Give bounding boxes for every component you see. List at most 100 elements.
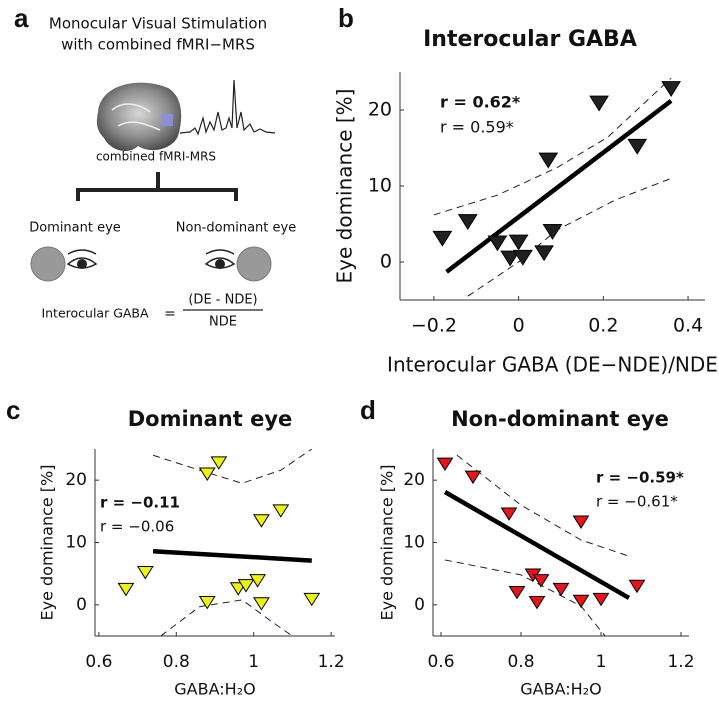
bracket — [76, 172, 238, 201]
regression-line — [445, 99, 673, 274]
x-tick-label: 0.4 — [673, 315, 703, 337]
data-point — [500, 250, 521, 267]
annotation: r = −0.06 — [100, 518, 174, 536]
panel-label: d — [360, 395, 376, 425]
spectrum — [179, 79, 276, 136]
occluder — [30, 246, 66, 282]
data-point — [534, 245, 554, 262]
data-point — [628, 579, 646, 594]
formula-text: NDE — [209, 315, 237, 330]
y-axis-label: Eye dominance [%] — [333, 89, 357, 284]
x-tick-label: 0 — [513, 315, 525, 337]
eye-label: Non-dominant eye — [176, 221, 296, 236]
diagram-title: with combined fMRI−MRS — [61, 36, 255, 54]
eye-label: Dominant eye — [29, 221, 121, 236]
x-tick-label: 1.2 — [667, 652, 694, 672]
data-point — [487, 235, 508, 252]
y-axis-label: Eye dominance [%] — [38, 465, 57, 621]
voxel — [161, 114, 173, 126]
data-point — [457, 214, 478, 231]
y-tick-label: 10 — [368, 175, 392, 197]
x-tick-label: 0.2 — [588, 315, 618, 337]
data-point — [253, 514, 270, 528]
data-point — [136, 566, 154, 580]
confidence-band — [152, 449, 313, 484]
eye-icon — [204, 249, 236, 269]
brain-image — [96, 82, 182, 152]
data-point — [532, 574, 550, 588]
annotation: r = 0.62* — [440, 93, 521, 112]
x-tick-label: 1.2 — [318, 652, 345, 672]
x-tick-label: 0.8 — [507, 652, 534, 672]
y-tick-label: 0 — [380, 251, 392, 273]
data-point — [572, 594, 590, 609]
data-point — [592, 592, 610, 607]
data-point — [508, 234, 529, 251]
data-point — [117, 582, 135, 597]
data-point — [237, 579, 255, 593]
annotation: r = −0.59* — [596, 469, 684, 487]
y-tick-label: 0 — [414, 595, 425, 615]
y-tick-label: 10 — [403, 533, 425, 553]
data-point — [572, 515, 590, 530]
data-point — [500, 507, 518, 521]
data-point — [661, 81, 682, 98]
y-tick-label: 0 — [76, 595, 87, 615]
panel-label: c — [6, 395, 20, 425]
chart-title: Dominant eye — [128, 407, 293, 431]
regression-line — [443, 490, 631, 600]
x-tick-label: 0.6 — [85, 652, 112, 672]
data-point — [508, 585, 526, 600]
confidence-band — [160, 599, 293, 636]
brain-folds — [111, 103, 161, 131]
y-tick-label: 20 — [368, 99, 392, 121]
data-point — [542, 224, 563, 240]
occluder — [236, 246, 272, 282]
data-point — [627, 138, 648, 155]
formula-text: Interocular GABA — [41, 306, 149, 321]
x-axis-label: GABA:H₂O — [520, 680, 601, 699]
y-tick-label: 20 — [65, 470, 87, 490]
data-point — [436, 457, 454, 472]
y-tick-label: 10 — [65, 533, 87, 553]
x-tick-label: 1 — [248, 652, 259, 672]
data-point — [528, 595, 546, 610]
y-tick-label: 20 — [403, 470, 425, 490]
formula-text: = — [164, 306, 176, 322]
data-point — [552, 582, 570, 597]
annotation: r = −0.61* — [596, 493, 678, 511]
data-point — [198, 467, 216, 482]
x-axis-label: GABA:H₂O — [174, 680, 255, 699]
y-axis-label: Eye dominance [%] — [378, 465, 397, 621]
x-axis-label: Interocular GABA (DE−NDE)/NDE — [387, 353, 718, 377]
x-tick-label: 0.6 — [427, 652, 454, 672]
image-caption: combined fMRI-MRS — [96, 150, 216, 164]
regression-line — [152, 548, 312, 563]
data-point — [249, 574, 266, 588]
data-point — [303, 592, 321, 607]
chart-title: Interocular GABA — [423, 27, 637, 52]
panel-label: a — [14, 3, 29, 33]
data-point — [210, 456, 228, 470]
x-tick-label: 0.8 — [163, 652, 190, 672]
annotation: r = −0.11 — [100, 494, 180, 512]
panel-label: b — [338, 3, 354, 33]
data-point — [432, 230, 453, 247]
diagram: Monocular Visual Stimulation with combin… — [29, 15, 296, 330]
data-point — [253, 597, 270, 611]
chart-title: Non-dominant eye — [451, 407, 669, 431]
data-point — [198, 595, 216, 610]
confidence-band — [456, 454, 630, 557]
annotation: r = 0.59* — [440, 118, 514, 137]
eye-icon — [66, 249, 98, 269]
diagram-title: Monocular Visual Stimulation — [49, 15, 267, 33]
data-point — [538, 152, 559, 169]
x-tick-label: 1 — [596, 652, 607, 672]
data-point — [464, 470, 482, 485]
formula-text: (DE - NDE) — [188, 293, 257, 308]
data-point — [272, 504, 290, 518]
data-point — [589, 95, 609, 112]
confidence-band — [433, 77, 672, 216]
confidence-band — [444, 559, 606, 636]
